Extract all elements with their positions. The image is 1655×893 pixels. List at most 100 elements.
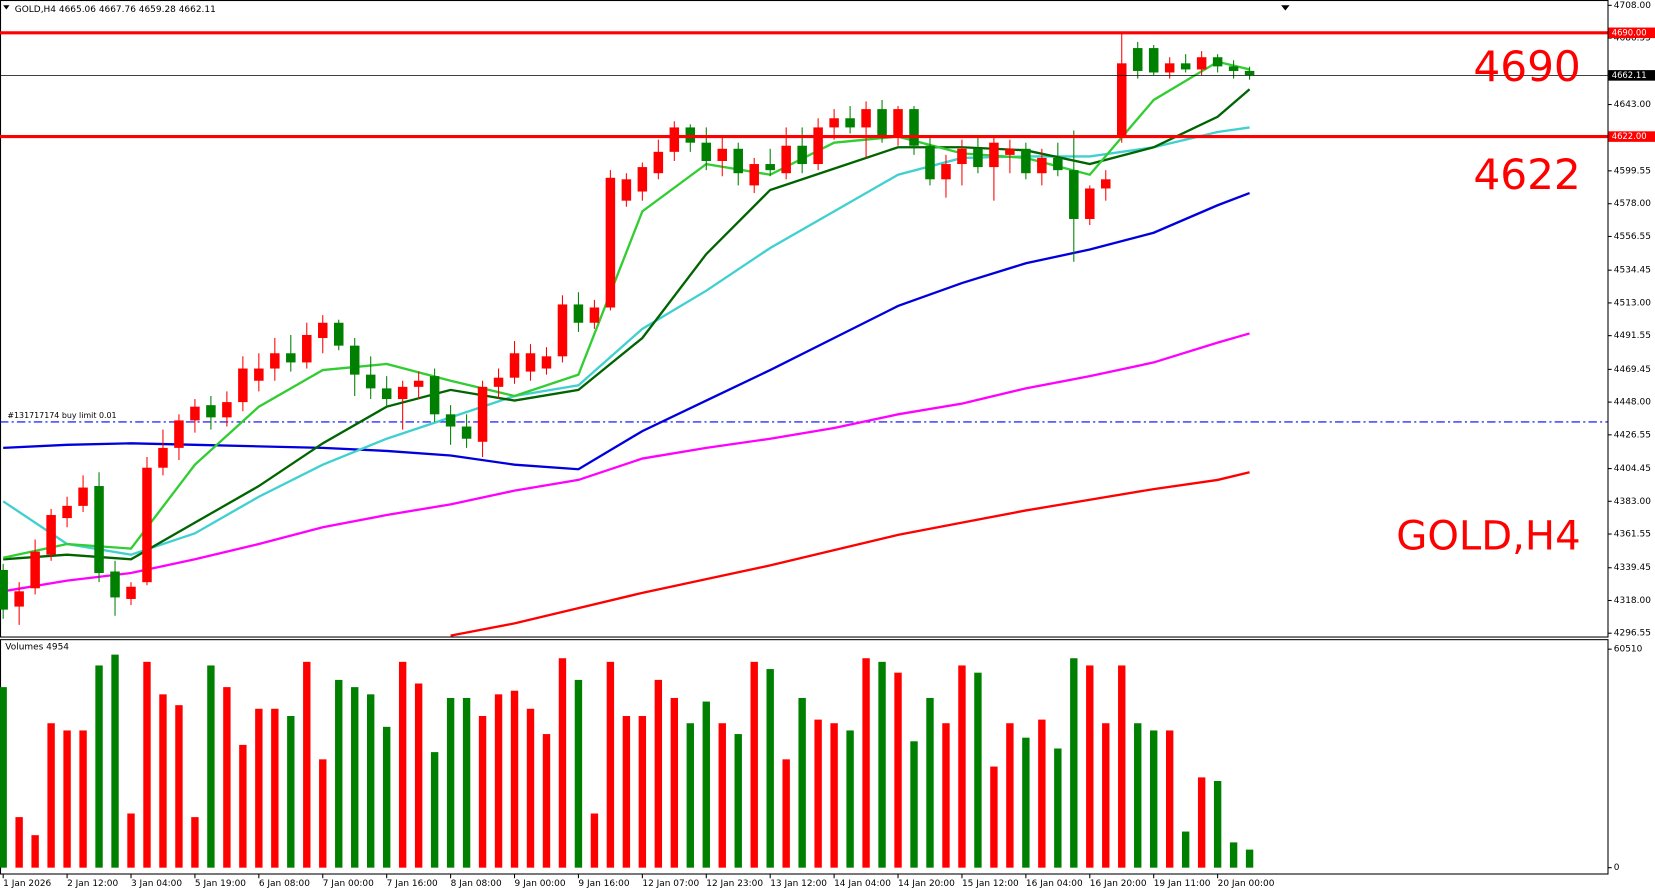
candle-body: [142, 467, 152, 583]
volume-bar: [942, 723, 950, 868]
volume-bar: [15, 817, 23, 868]
order-label: #131717174 buy limit 0.01: [7, 411, 116, 420]
volume-bar: [175, 705, 183, 868]
volume-bar: [127, 813, 135, 868]
x-tick-label: 16 Jan 04:00: [1026, 879, 1083, 889]
annotation: 4690: [1473, 42, 1580, 91]
candle-body: [1132, 48, 1143, 71]
moving-average: [3, 88, 1251, 561]
annotation: 4622: [1473, 150, 1580, 199]
y-tick-label: 4404.45: [1614, 464, 1651, 474]
menu-triangle[interactable]: [3, 5, 10, 10]
candle-body: [909, 109, 919, 146]
volume-bar: [958, 665, 966, 868]
candle-body: [286, 353, 296, 363]
volume-bar: [798, 697, 806, 868]
candle-body: [765, 164, 775, 171]
candle-body: [669, 127, 680, 152]
volume-bar: [638, 716, 647, 868]
y-tick-label: 4361.55: [1614, 530, 1651, 540]
annotation: GOLD,H4: [1396, 513, 1580, 559]
volume-bar: [926, 697, 934, 868]
x-tick-label: 20 Jan 00:00: [1218, 879, 1275, 889]
y-tick-label: 4339.45: [1614, 563, 1651, 573]
candle-body: [30, 551, 40, 589]
y-tick-label: 4599.55: [1614, 166, 1651, 176]
volume-bar: [814, 719, 822, 868]
candle-body: [589, 307, 600, 323]
candle-body: [653, 151, 664, 174]
volume-bar: [319, 759, 327, 868]
volume-bar: [894, 672, 902, 868]
volume-bar: [1197, 777, 1206, 868]
y-tick-label: 4448.00: [1614, 398, 1651, 408]
candle-body: [1228, 66, 1239, 71]
candle-body: [1148, 48, 1159, 73]
volume-bar: [1038, 719, 1046, 868]
level-tag: [1608, 70, 1655, 81]
volume-bar: [95, 665, 103, 868]
volume-bar: [351, 687, 359, 868]
x-tick-label: 14 Jan 20:00: [898, 879, 955, 889]
x-tick-label: 9 Jan 00:00: [515, 879, 566, 889]
y-tick-label: 4383.00: [1614, 497, 1651, 507]
volume-bar: [63, 730, 71, 868]
volume-bar: [1134, 723, 1142, 868]
volume-bar: [990, 766, 998, 868]
volume-bar: [1022, 737, 1030, 868]
moving-average: [450, 471, 1250, 637]
candle-body: [126, 586, 136, 599]
candle-body: [845, 118, 855, 128]
candle-body: [445, 414, 456, 427]
y-tick-label: 4469.45: [1614, 365, 1651, 375]
x-tick-label: 1 Jan 2026: [3, 879, 51, 889]
level-tag-label: 4662.11: [1612, 70, 1647, 80]
volume-bar: [830, 723, 838, 868]
candle-body: [989, 142, 999, 168]
volume-bar: [846, 730, 854, 868]
y-tick-label: 4318.00: [1614, 596, 1651, 606]
volume-bar: [574, 679, 583, 868]
y-tick-label: 4708.00: [1614, 1, 1651, 11]
volume-bar: [382, 726, 391, 868]
volume-bar: [862, 658, 870, 868]
level-tag: [1608, 131, 1655, 142]
candle-body: [174, 420, 184, 448]
candle-body: [381, 388, 392, 400]
x-tick-label: 14 Jan 04:00: [834, 879, 891, 889]
candle-body: [222, 402, 232, 418]
candle-body: [573, 304, 584, 323]
candle-body: [1037, 157, 1047, 174]
candle-body: [1053, 157, 1063, 171]
volume-title: Volumes 4954: [5, 643, 69, 653]
x-tick-label: 19 Jan 11:00: [1154, 879, 1211, 889]
candle-body: [477, 386, 488, 442]
candle-body: [365, 374, 376, 389]
price-panel: [0, 0, 1609, 638]
candle-body: [1069, 170, 1079, 219]
shift-marker: [1281, 5, 1290, 11]
x-tick-label: 7 Jan 00:00: [323, 879, 374, 889]
volume-bar: [287, 716, 295, 868]
candle-body: [637, 167, 648, 192]
volume-bar: [1118, 665, 1126, 868]
candle-body: [1244, 70, 1255, 76]
moving-average: [2, 60, 1250, 559]
volume-bar: [335, 679, 343, 868]
volume-bar: [1165, 730, 1174, 868]
candle-body: [62, 505, 72, 519]
volume-bar: [590, 813, 599, 868]
volume-bar: [606, 661, 615, 868]
volume-bar: [558, 658, 567, 868]
volume-bar: [79, 730, 87, 868]
volume-bar: [622, 716, 631, 868]
volume-bar: [1102, 723, 1110, 868]
volume-bar: [478, 716, 487, 868]
candle-body: [1085, 188, 1095, 219]
volume-bar: [734, 734, 742, 868]
candle-body: [78, 487, 88, 506]
candle-body: [1180, 63, 1191, 70]
volume-bar: [255, 708, 263, 868]
y-tick-label: 4578.00: [1614, 199, 1651, 209]
x-tick-label: 16 Jan 20:00: [1090, 879, 1147, 889]
